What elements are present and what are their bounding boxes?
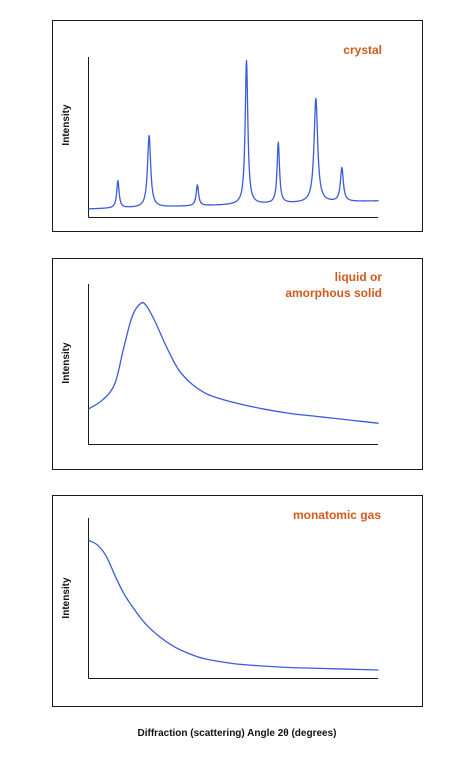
panel-liquid-title: liquid or amorphous solid	[285, 270, 382, 300]
panel-liquid-curve	[88, 301, 379, 424]
panel-title-line: monatomic gas	[293, 508, 381, 522]
panel-crystal: crystal Intensity	[52, 20, 423, 232]
panel-liquid-frame	[52, 258, 423, 470]
panel-liquid-y-label: Intensity	[61, 342, 72, 384]
panel-title-line: crystal	[343, 43, 382, 57]
panel-crystal-frame	[52, 20, 423, 232]
panel-gas-y-label: Intensity	[61, 577, 72, 619]
panel-crystal-curve	[88, 59, 379, 210]
panel-crystal-title: crystal	[343, 43, 382, 57]
panel-gas-frame	[52, 495, 423, 707]
panel-gas-title: monatomic gas	[293, 508, 381, 522]
panel-gas: monatomic gas Intensity	[52, 495, 423, 707]
panel-gas-curve	[88, 539, 379, 671]
panel-title-line: amorphous solid	[285, 286, 382, 300]
figure-x-label: Diffraction (scattering) Angle 2θ (degre…	[138, 728, 337, 739]
panel-crystal-y-label: Intensity	[61, 104, 72, 146]
panel-title-line: liquid or	[335, 270, 383, 284]
panel-liquid: liquid or amorphous solid Intensity	[52, 258, 423, 470]
